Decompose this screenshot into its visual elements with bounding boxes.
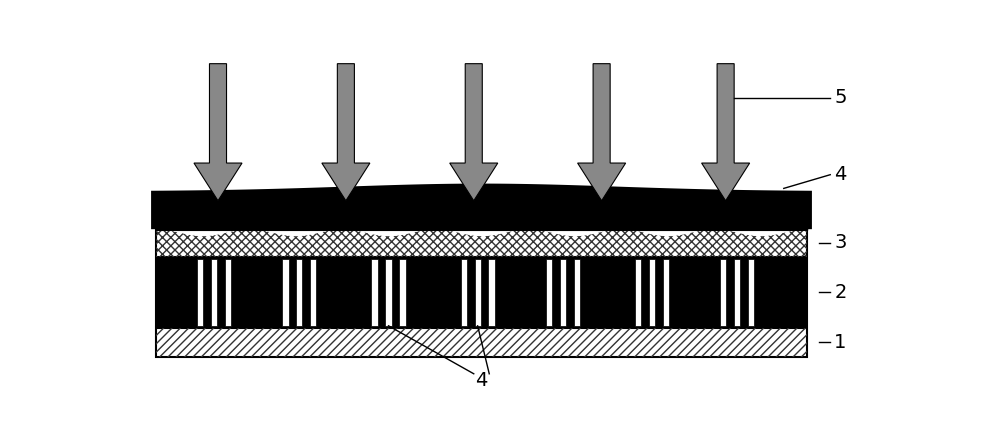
Bar: [461, 259, 467, 326]
Polygon shape: [578, 64, 626, 201]
Polygon shape: [152, 185, 811, 228]
Bar: [225, 259, 231, 326]
Bar: [156, 228, 807, 257]
Bar: [156, 328, 807, 356]
Bar: [385, 259, 392, 326]
Bar: [211, 259, 217, 326]
Bar: [399, 259, 406, 326]
Polygon shape: [322, 64, 370, 201]
Bar: [734, 259, 740, 326]
Bar: [546, 259, 552, 326]
Bar: [748, 259, 754, 326]
Text: 1: 1: [834, 332, 846, 352]
Text: 3: 3: [834, 233, 846, 252]
Bar: [371, 259, 378, 326]
Bar: [282, 259, 289, 326]
Text: 2: 2: [834, 283, 846, 302]
Polygon shape: [194, 64, 242, 201]
Bar: [475, 259, 481, 326]
Bar: [574, 259, 580, 326]
Bar: [156, 228, 807, 257]
Polygon shape: [702, 64, 750, 201]
Bar: [156, 259, 807, 326]
Bar: [663, 259, 669, 326]
Bar: [560, 259, 566, 326]
Bar: [488, 259, 495, 326]
Bar: [156, 328, 807, 356]
Text: 5: 5: [834, 89, 847, 107]
Bar: [649, 259, 655, 326]
Bar: [310, 259, 316, 326]
Bar: [296, 259, 302, 326]
Bar: [197, 259, 203, 326]
Bar: [720, 259, 726, 326]
Bar: [635, 259, 641, 326]
Text: 4: 4: [834, 165, 846, 184]
Text: 4: 4: [475, 371, 488, 390]
Polygon shape: [450, 64, 498, 201]
